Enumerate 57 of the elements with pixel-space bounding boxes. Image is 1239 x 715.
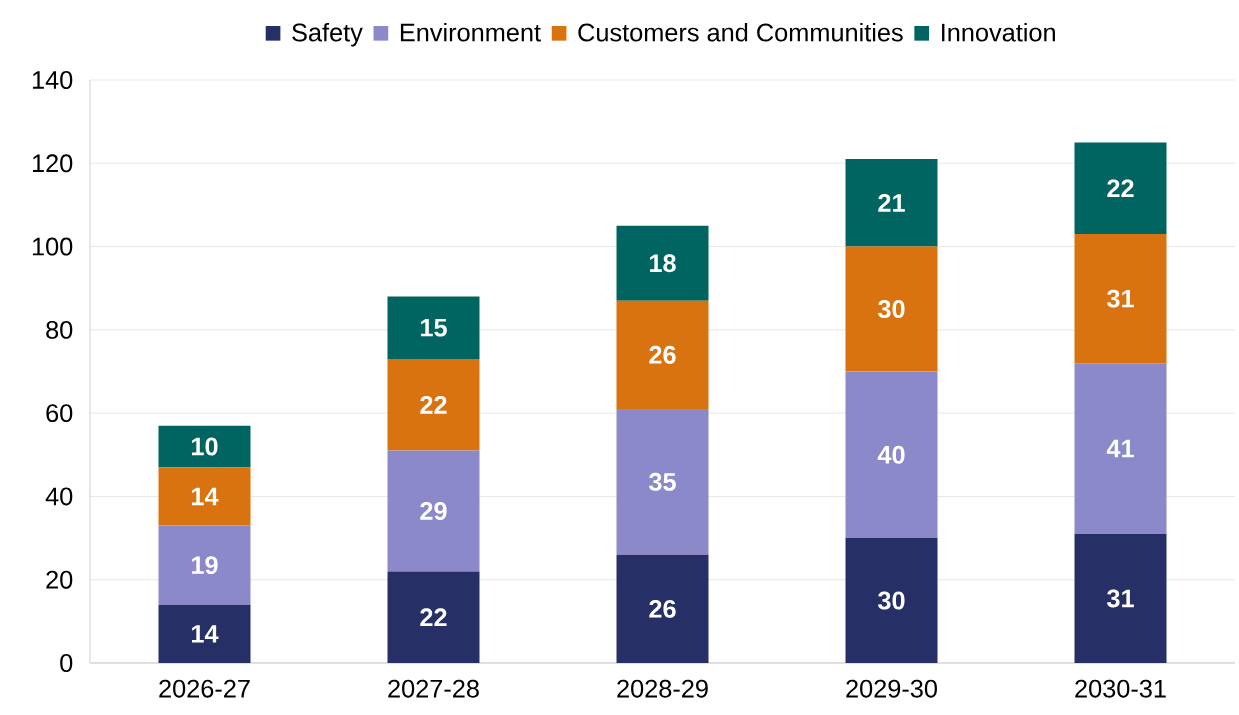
bar bbox=[845, 159, 938, 247]
data-label: 15 bbox=[421, 318, 447, 337]
legend-label: Innovation bbox=[942, 22, 1055, 42]
bar bbox=[387, 450, 480, 572]
y-tick-label: 0 bbox=[60, 654, 73, 672]
data-label: 35 bbox=[649, 472, 676, 491]
bar bbox=[616, 300, 709, 409]
data-label: 30 bbox=[878, 300, 905, 319]
data-label: 41 bbox=[1106, 439, 1134, 458]
x-tick-label: 2029-30 bbox=[846, 679, 937, 698]
data-label: 26 bbox=[649, 345, 676, 364]
bar bbox=[158, 467, 251, 526]
data-label: 10 bbox=[192, 437, 218, 456]
x-tick-label: 2030-31 bbox=[1075, 679, 1166, 698]
y-tick-label: 140 bbox=[32, 71, 73, 89]
data-label: 29 bbox=[420, 502, 447, 520]
data-label: 18 bbox=[650, 254, 676, 273]
bar bbox=[845, 538, 938, 663]
legend-label: Safety bbox=[292, 22, 363, 47]
data-label: 31 bbox=[1107, 289, 1134, 308]
bar bbox=[616, 408, 709, 555]
bar bbox=[1074, 142, 1167, 235]
y-tick-label: 100 bbox=[32, 237, 73, 256]
y-tick-label: 40 bbox=[45, 487, 73, 506]
data-label: 40 bbox=[877, 445, 905, 464]
x-tick-label: 2026-27 bbox=[159, 679, 250, 698]
data-label: 22 bbox=[420, 395, 447, 414]
bar bbox=[387, 296, 480, 360]
y-tick-label: 20 bbox=[46, 570, 73, 589]
bar bbox=[158, 525, 251, 605]
data-label: 22 bbox=[420, 608, 447, 627]
bar bbox=[845, 246, 938, 372]
data-label: 26 bbox=[649, 599, 676, 618]
data-label: 19 bbox=[192, 556, 218, 575]
bar bbox=[158, 425, 251, 468]
y-tick-label: 80 bbox=[46, 320, 73, 339]
data-label: 30 bbox=[878, 591, 905, 610]
data-label: 22 bbox=[1107, 179, 1134, 198]
bar bbox=[616, 225, 709, 301]
bar bbox=[158, 604, 251, 663]
data-label: 14 bbox=[192, 487, 219, 506]
x-tick-label: 2028-29 bbox=[617, 679, 708, 698]
legend-label: Environment bbox=[400, 22, 541, 42]
bar bbox=[1074, 363, 1167, 534]
bar bbox=[387, 571, 480, 663]
data-label: 21 bbox=[878, 194, 905, 212]
data-label: 14 bbox=[192, 625, 219, 643]
bar bbox=[1074, 234, 1167, 364]
bar bbox=[616, 554, 709, 663]
x-tick-label: 2027-28 bbox=[388, 679, 479, 698]
bar bbox=[387, 359, 480, 451]
bar bbox=[1074, 533, 1167, 663]
y-tick-label: 120 bbox=[32, 154, 73, 173]
y-tick-label: 60 bbox=[46, 404, 73, 423]
data-label: 31 bbox=[1107, 589, 1134, 608]
bar bbox=[845, 371, 938, 539]
legend-label: Customers and Communities bbox=[578, 22, 903, 42]
